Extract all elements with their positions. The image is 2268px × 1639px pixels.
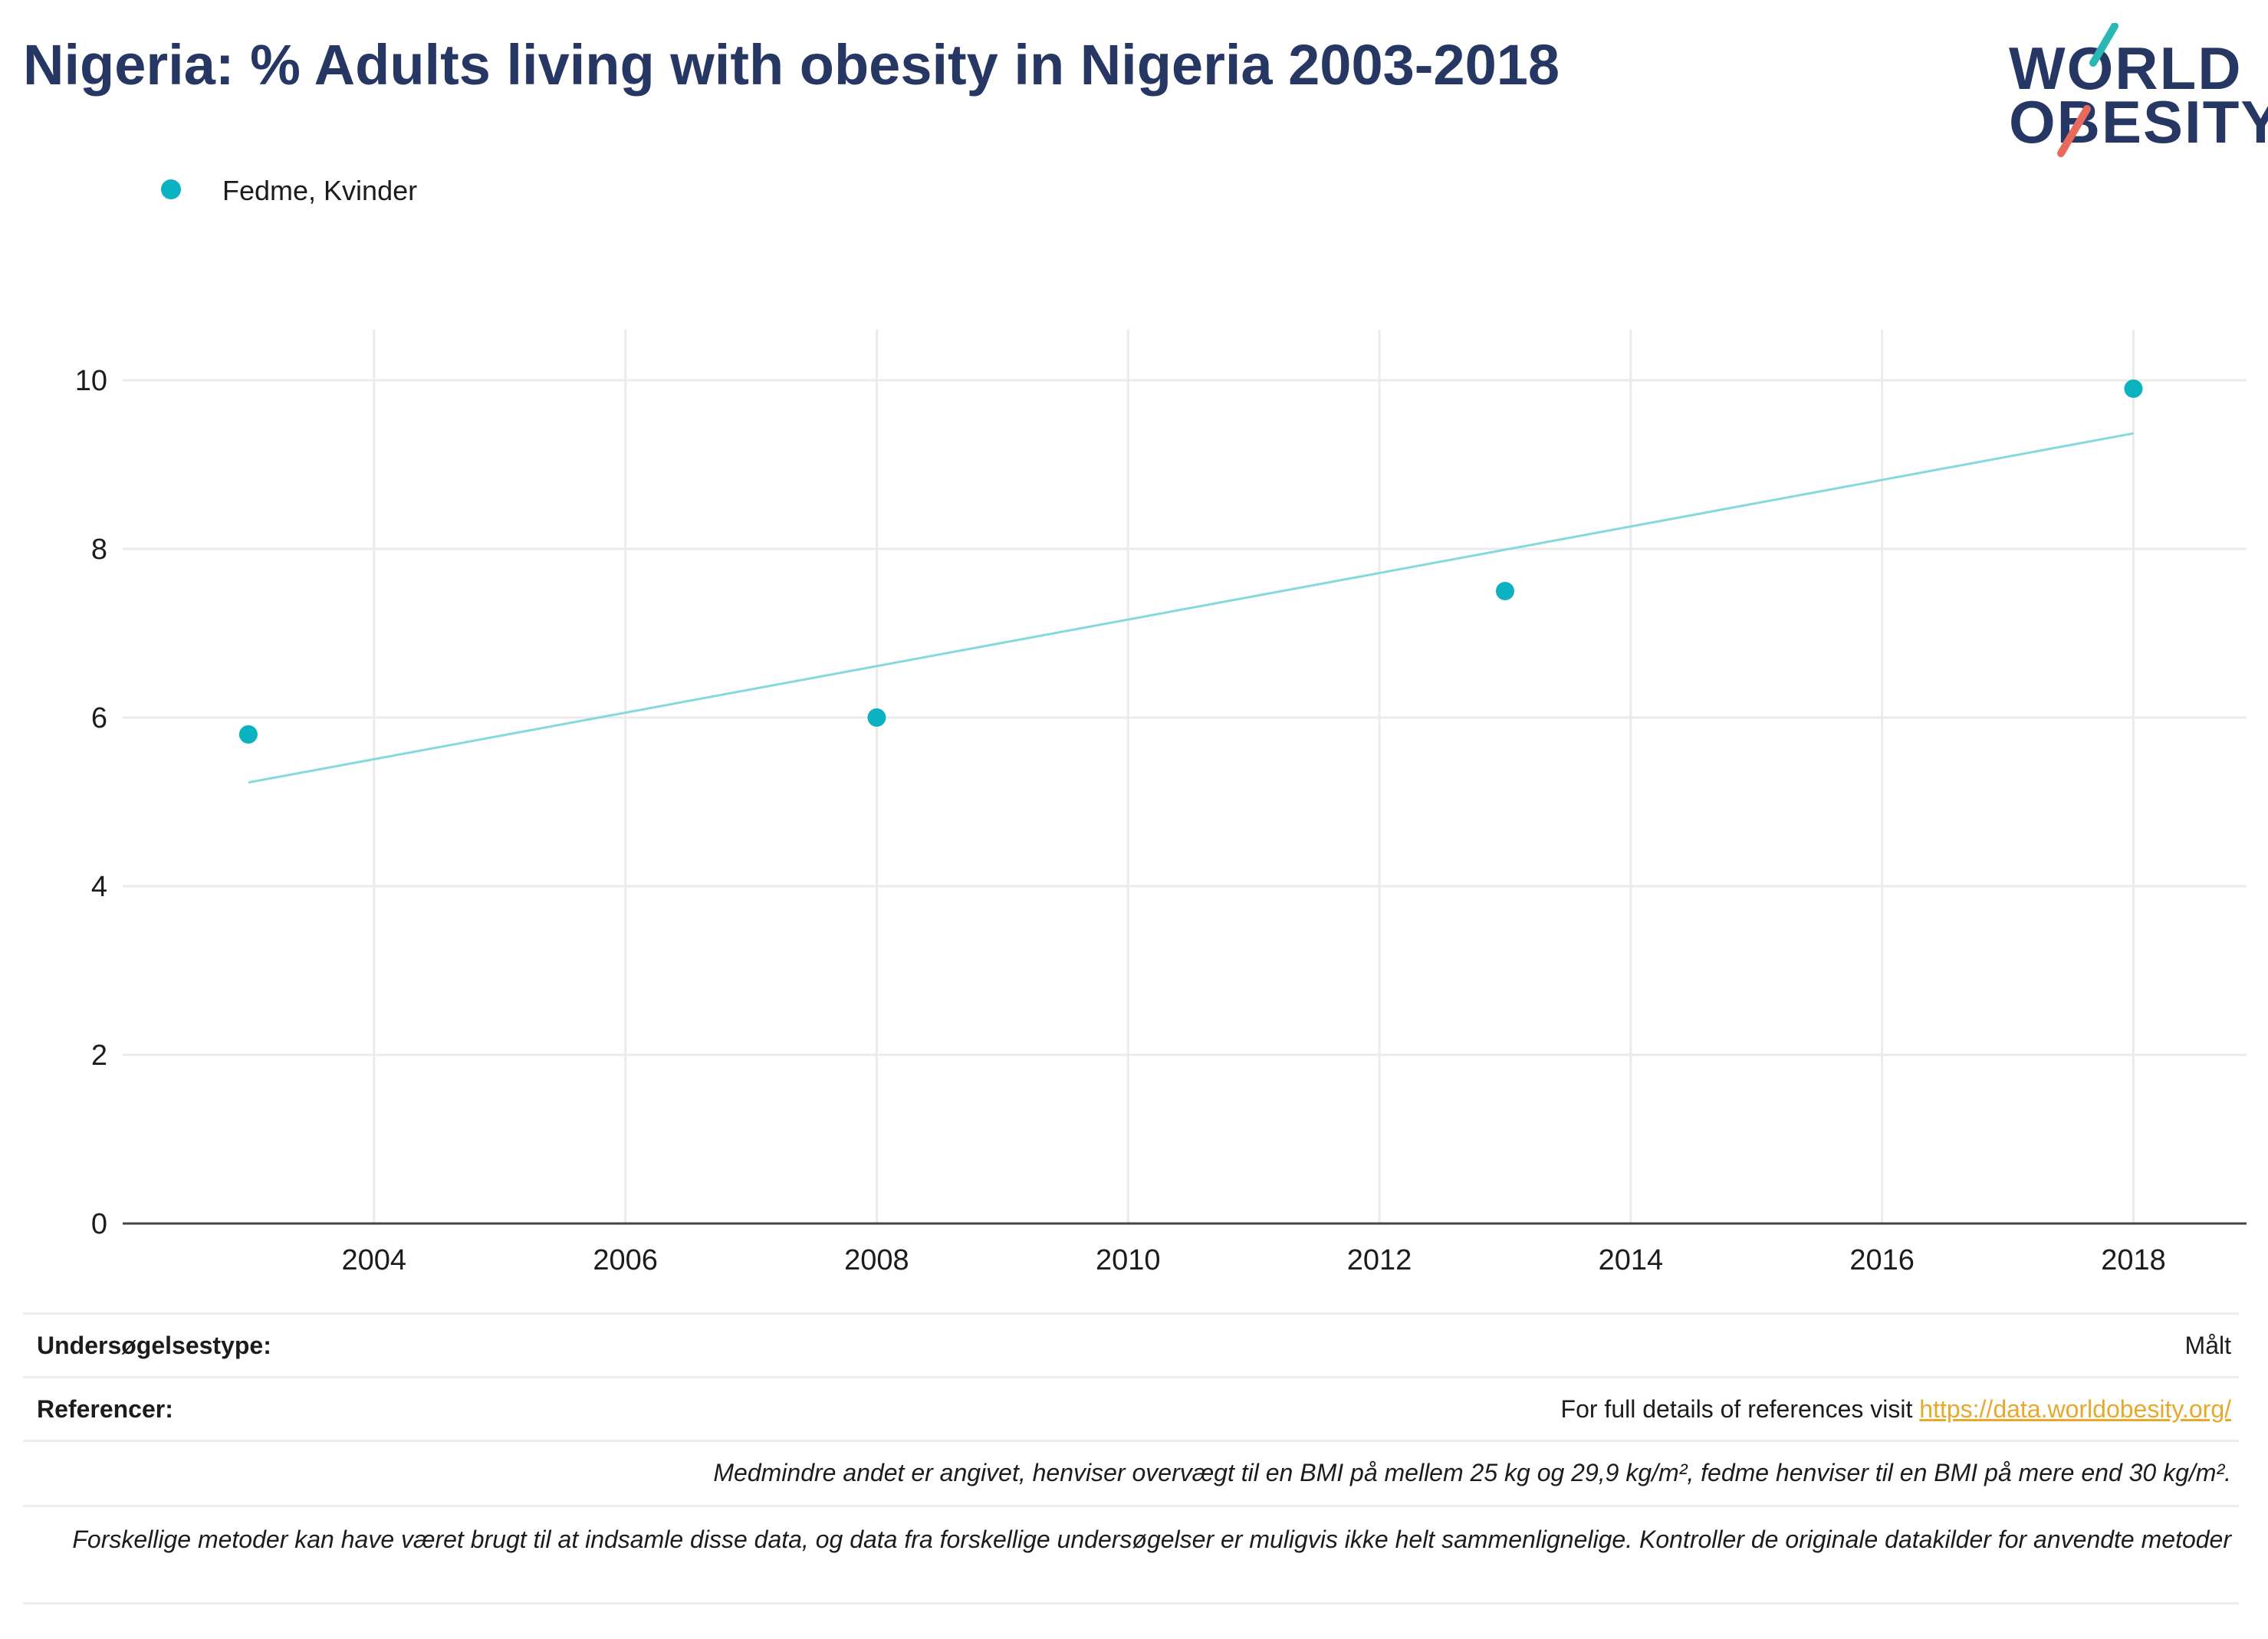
x-tick-label: 2008 [844,1244,909,1276]
methods-row: Forskellige metoder kan have været brugt… [23,1505,2239,1605]
x-gridlines [373,330,2135,1224]
y-tick-label: 6 [91,702,107,734]
data-point [867,708,886,727]
logo-slash-icon [2057,23,2118,157]
x-tick-label: 2010 [1096,1244,1161,1276]
y-tick-labels: 0 2 4 6 8 10 [75,365,107,1240]
world-obesity-logo: WORLD OBESITY [2001,23,2268,161]
logo-word-world: WORLD [2009,34,2243,102]
survey-type-value: Målt [2184,1332,2231,1359]
x-tick-label: 2012 [1347,1244,1412,1276]
y-tick-label: 8 [91,534,107,566]
data-points [238,379,2143,744]
references-row: Referencer: For full details of referenc… [23,1376,2239,1440]
methods-note: Forskellige metoder kan have været brugt… [72,1526,2231,1553]
y-tick-label: 2 [91,1040,107,1072]
legend-marker [161,179,181,199]
bmi-definition-note: Medmindre andet er angivet, henviser ove… [713,1459,2231,1486]
trendline [248,432,2134,784]
y-tick-label: 0 [91,1208,107,1240]
data-point [1495,582,1514,600]
y-tick-label: 10 [75,365,107,397]
survey-type-label: Undersøgelsestype: [37,1332,271,1359]
trendline-group [248,432,2134,784]
data-point [2124,379,2143,398]
x-tick-labels: 2004 2006 2008 2010 2012 2014 2016 2018 [342,1244,2166,1276]
y-gridlines [123,379,2247,1056]
legend-label: Fedme, Kvinder [222,175,418,206]
y-tick-label: 4 [91,871,107,903]
x-tick-label: 2006 [593,1244,658,1276]
bmi-definition-row: Medmindre andet er angivet, henviser ove… [23,1440,2239,1505]
references-link[interactable]: https://data.worldobesity.org/ [1919,1395,2231,1423]
x-tick-label: 2014 [1599,1244,1664,1276]
data-point [238,725,258,744]
x-tick-label: 2018 [2101,1244,2166,1276]
references-text: For full details of references visit [1560,1395,1920,1423]
survey-type-row: Undersøgelsestype: Målt [23,1312,2239,1376]
chart-footer: Undersøgelsestype: Målt Referencer: For … [23,1312,2239,1605]
logo-word-obesity: OBESITY [2009,88,2268,156]
scatter-chart: 2004 2006 2008 2010 2012 2014 2016 2018 0 2 4 6 8 10 [75,330,2247,1276]
x-tick-label: 2004 [342,1244,407,1276]
page-title: Nigeria: % Adults living with obesity in… [23,33,1560,97]
references-value: For full details of references visit htt… [1561,1395,2231,1424]
references-label: Referencer: [37,1395,173,1423]
x-tick-label: 2016 [1849,1244,1915,1276]
